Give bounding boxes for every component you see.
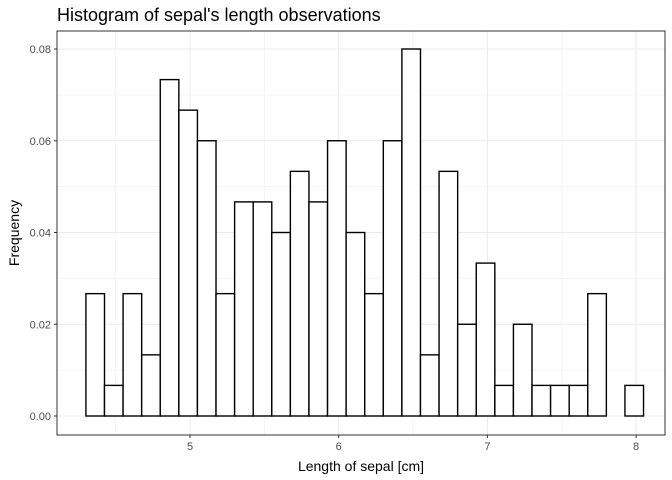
- x-tick-label: 8: [633, 441, 639, 453]
- histogram-bar: [215, 292, 236, 417]
- y-tick-label: 0.06: [30, 136, 51, 148]
- histogram-bar: [271, 231, 292, 417]
- histogram-bar: [289, 170, 310, 417]
- y-tick-label: 0.00: [30, 411, 51, 423]
- histogram-bar: [419, 354, 440, 417]
- histogram-bar: [401, 48, 422, 417]
- histogram-bar: [103, 384, 124, 417]
- y-tick-label: 0.02: [30, 319, 51, 331]
- histogram-bar: [549, 384, 570, 417]
- histogram-bar: [382, 140, 403, 417]
- chart-title: Histogram of sepal's length observations: [57, 5, 381, 25]
- histogram-bar: [122, 292, 143, 417]
- x-tick-label: 6: [336, 441, 342, 453]
- histogram-bar: [587, 292, 608, 417]
- histogram-bar: [345, 231, 366, 417]
- histogram-bar: [624, 384, 645, 417]
- histogram-bar: [140, 354, 161, 417]
- histogram-bar: [252, 201, 273, 417]
- histogram-bar: [178, 109, 199, 417]
- x-axis: 5 6 7 8: [187, 435, 639, 453]
- histogram-bar: [494, 384, 515, 417]
- histogram-bar: [326, 140, 347, 417]
- histogram-bar: [233, 201, 254, 417]
- histogram-bar: [475, 262, 496, 417]
- y-axis: 0.00 0.02 0.04 0.06 0.08: [30, 44, 57, 423]
- histogram-bar: [531, 384, 552, 417]
- histogram-bar: [196, 140, 217, 417]
- y-tick-label: 0.08: [30, 44, 51, 56]
- y-tick-label: 0.04: [30, 228, 51, 240]
- histogram-bar: [308, 201, 329, 417]
- y-axis-title: Frequency: [6, 200, 22, 266]
- histogram-bar: [568, 384, 589, 417]
- x-axis-title: Length of sepal [cm]: [298, 458, 424, 474]
- histogram-bar: [456, 323, 477, 417]
- x-tick-label: 7: [484, 441, 490, 453]
- histogram-bar: [159, 78, 180, 417]
- x-tick-label: 5: [187, 441, 193, 453]
- histogram-bar: [364, 292, 385, 417]
- histogram-bar: [85, 292, 106, 417]
- histogram-bar: [512, 323, 533, 417]
- histogram-bars: [85, 48, 645, 417]
- histogram-bar: [438, 170, 459, 417]
